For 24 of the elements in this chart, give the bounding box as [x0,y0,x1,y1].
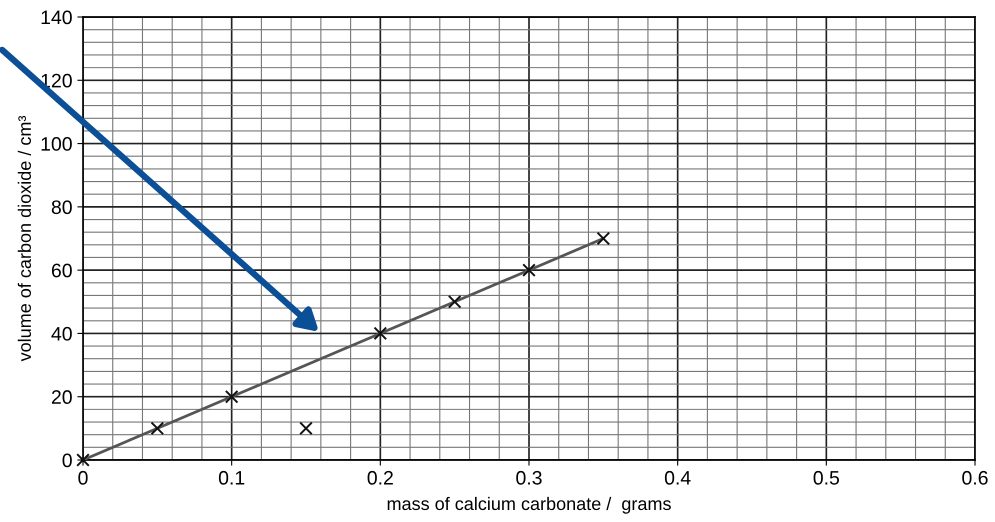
point [150,422,164,436]
x-tick-label: 0.1 [218,470,244,485]
x-tick-label: 0 [78,470,88,485]
point [374,326,388,340]
x-tick-label: 0.2 [368,470,393,485]
y-tick-label: 0 [62,453,72,468]
point [596,232,610,246]
point [299,422,313,436]
x-tick-label: 0.6 [962,470,988,485]
y-tick-label: 140 [42,10,72,24]
point [448,295,462,309]
x-tick-label: 0.4 [664,470,691,485]
y-tick-label: 100 [42,137,72,151]
y-tick-label: 40 [51,326,72,341]
y-tick-label: 60 [52,264,72,278]
y-tick-label: 80 [52,200,72,214]
x-tick-label: 0.5 [814,470,840,485]
point [522,263,536,277]
y-tick-label: 20 [52,390,72,404]
point [76,453,90,467]
x-tick-label: 0.3 [516,470,542,485]
point [224,390,238,404]
x-axis-title: mass of calcium carbonate / grams [388,496,671,514]
y-axis-title: volume of carbon dioxide / cm³ [18,116,32,362]
